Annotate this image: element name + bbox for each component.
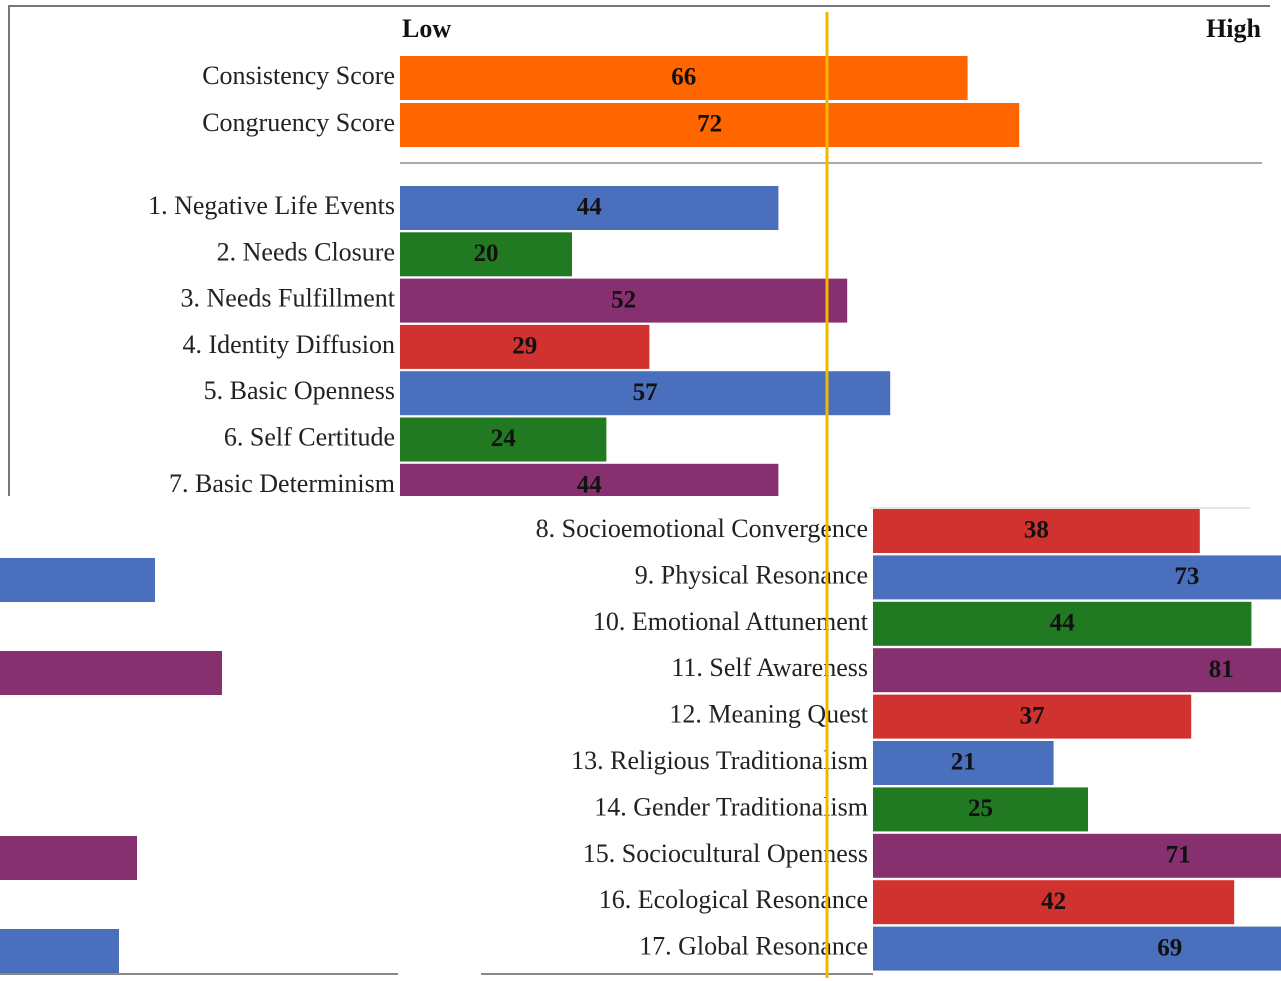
bar [873, 880, 1235, 925]
row-label: 11. Self Awareness [671, 653, 868, 682]
row-label: 14. Gender Traditionalism [594, 792, 868, 821]
bar [873, 509, 1200, 553]
row-label: 17. Global Resonance [639, 932, 868, 961]
value-label: 37 [1020, 702, 1045, 729]
bar [873, 741, 1054, 785]
row-label: Congruency Score [202, 108, 395, 137]
row-label: 1. Negative Life Events [148, 191, 395, 220]
bar [400, 417, 607, 462]
row-label: 8. Socioemotional Convergence [536, 514, 868, 543]
value-label: 24 [491, 425, 517, 452]
bar [873, 601, 1252, 646]
row-label: Consistency Score [202, 61, 395, 90]
bar [873, 833, 1281, 878]
row-label: 7. Basic Determinism [169, 469, 395, 498]
bar [400, 56, 968, 100]
value-label: 66 [671, 64, 696, 91]
bar [400, 232, 572, 277]
top-panel: Low High Consistency Score 66 Congruency S… [8, 5, 1270, 499]
bar [400, 324, 650, 369]
value-label: 38 [1024, 517, 1049, 544]
value-label: 44 [577, 194, 603, 221]
value-label: 42 [1041, 888, 1066, 915]
value-label: 81 [1209, 656, 1234, 683]
bar-fragment [0, 929, 119, 973]
value-label: 72 [697, 111, 722, 138]
value-label: 69 [1157, 934, 1182, 961]
bar [873, 926, 1281, 971]
row-label: 16. Ecological Resonance [599, 885, 868, 914]
bar-fragment [0, 836, 137, 880]
bar [400, 371, 891, 416]
row-label: 4. Identity Diffusion [182, 330, 395, 359]
row-label: 2. Needs Closure [217, 237, 395, 266]
value-label: 44 [577, 472, 603, 499]
bar-fragment [0, 651, 222, 695]
bottom-bars: 8. Socioemotional Convergence 38 9. Physic… [536, 509, 1281, 971]
bar [873, 555, 1281, 600]
value-label: 25 [968, 795, 993, 822]
high-label: High [1206, 14, 1261, 43]
bar [400, 278, 848, 323]
bar [873, 648, 1281, 693]
value-label: 73 [1174, 563, 1199, 590]
top-bars: Consistency Score 66 Congruency Score 72 1. … [148, 56, 1020, 499]
bottom-panel: 8. Socioemotional Convergence 38 9. Physic… [0, 507, 1281, 975]
bar [873, 787, 1088, 832]
row-label: 6. Self Certitude [224, 422, 395, 451]
row-label: 5. Basic Openness [204, 376, 395, 405]
row-label: 10. Emotional Attunement [593, 607, 869, 636]
value-label: 29 [512, 333, 537, 360]
value-label: 20 [474, 240, 499, 267]
bar [400, 463, 779, 496]
value-label: 57 [633, 379, 658, 406]
low-label: Low [402, 14, 451, 43]
row-label: 13. Religious Traditionalism [571, 746, 868, 775]
row-label: 12. Meaning Quest [669, 700, 868, 729]
row-label: 3. Needs Fulfillment [181, 284, 396, 313]
value-label: 21 [951, 749, 976, 776]
bar [400, 103, 1020, 147]
row-label: 15. Sociocultural Openness [583, 839, 868, 868]
value-label: 71 [1166, 842, 1191, 869]
value-label: 52 [611, 286, 636, 313]
bar-fragment [0, 558, 155, 602]
row-label: 9. Physical Resonance [635, 560, 868, 589]
value-label: 44 [1050, 610, 1076, 637]
bar [873, 694, 1192, 739]
bar [400, 186, 779, 230]
